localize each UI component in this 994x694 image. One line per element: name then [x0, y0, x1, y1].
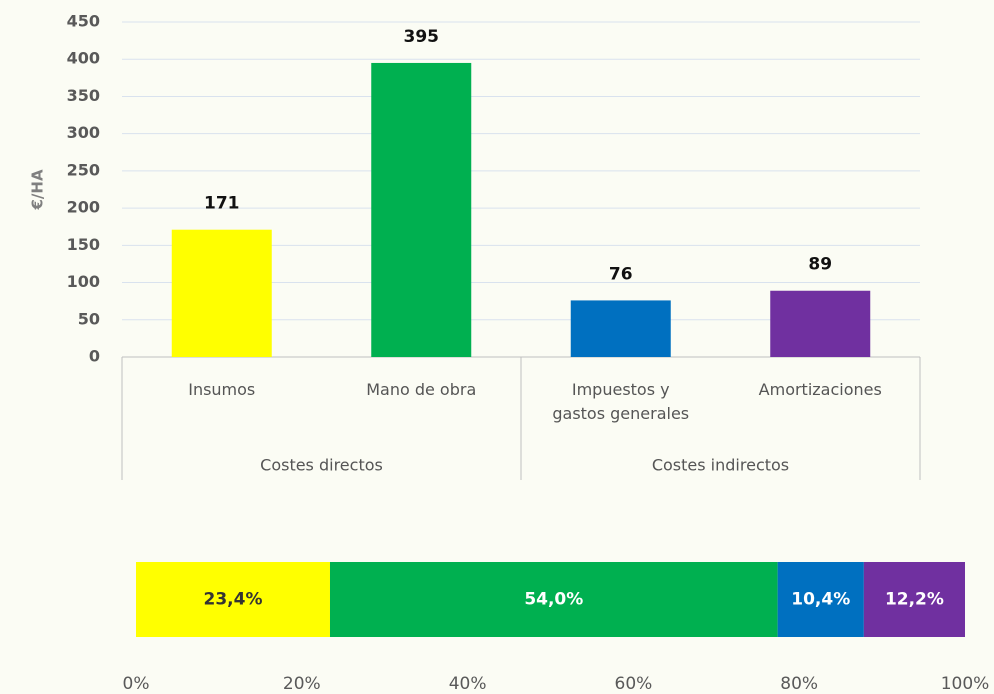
y-tick-label: 50 — [78, 309, 100, 328]
y-tick-label: 450 — [67, 12, 100, 31]
chart: 0 50 100 150 200 250 300 350 400 450 €/HA 171 395 76 8… — [0, 0, 994, 694]
value-label: 12,2% — [885, 590, 944, 610]
x-tick-label: 20% — [283, 674, 321, 694]
y-tick-label: 350 — [67, 86, 100, 105]
value-label: 171 — [204, 194, 240, 214]
y-axis-label: €/HA — [29, 169, 47, 210]
value-label: 395 — [404, 27, 440, 47]
y-tick-label: 200 — [67, 198, 100, 217]
y-tick-label: 250 — [67, 160, 100, 179]
x-tick-label: 60% — [615, 674, 653, 694]
value-label: 76 — [609, 264, 633, 284]
value-label: 89 — [808, 255, 832, 275]
group-label: Costes directos — [260, 456, 383, 475]
bar — [172, 230, 272, 357]
x-tick-label: 80% — [780, 674, 818, 694]
y-tick-label: 0 — [89, 347, 100, 366]
value-label: 23,4% — [204, 590, 263, 610]
bar — [371, 63, 471, 357]
y-tick-label: 300 — [67, 123, 100, 142]
x-tick-label: Amortizaciones — [745, 378, 895, 402]
value-label: 54,0% — [524, 590, 583, 610]
bar — [770, 291, 870, 357]
page: 0 50 100 150 200 250 300 350 400 450 €/HA 171 395 76 8… — [0, 0, 994, 694]
value-label: 10,4% — [791, 590, 850, 610]
bar — [571, 300, 671, 357]
group-label: Costes indirectos — [652, 456, 789, 475]
x-tick-label: 40% — [449, 674, 487, 694]
x-tick-label: Impuestos y gastos generales — [546, 378, 696, 426]
x-tick-label: Mano de obra — [346, 378, 496, 402]
y-tick-label: 400 — [67, 49, 100, 68]
x-tick-label: 0% — [123, 674, 150, 694]
y-tick-label: 150 — [67, 235, 100, 254]
x-tick-label: 100% — [941, 674, 990, 694]
y-tick-label: 100 — [67, 272, 100, 291]
x-tick-label: Insumos — [147, 378, 297, 402]
